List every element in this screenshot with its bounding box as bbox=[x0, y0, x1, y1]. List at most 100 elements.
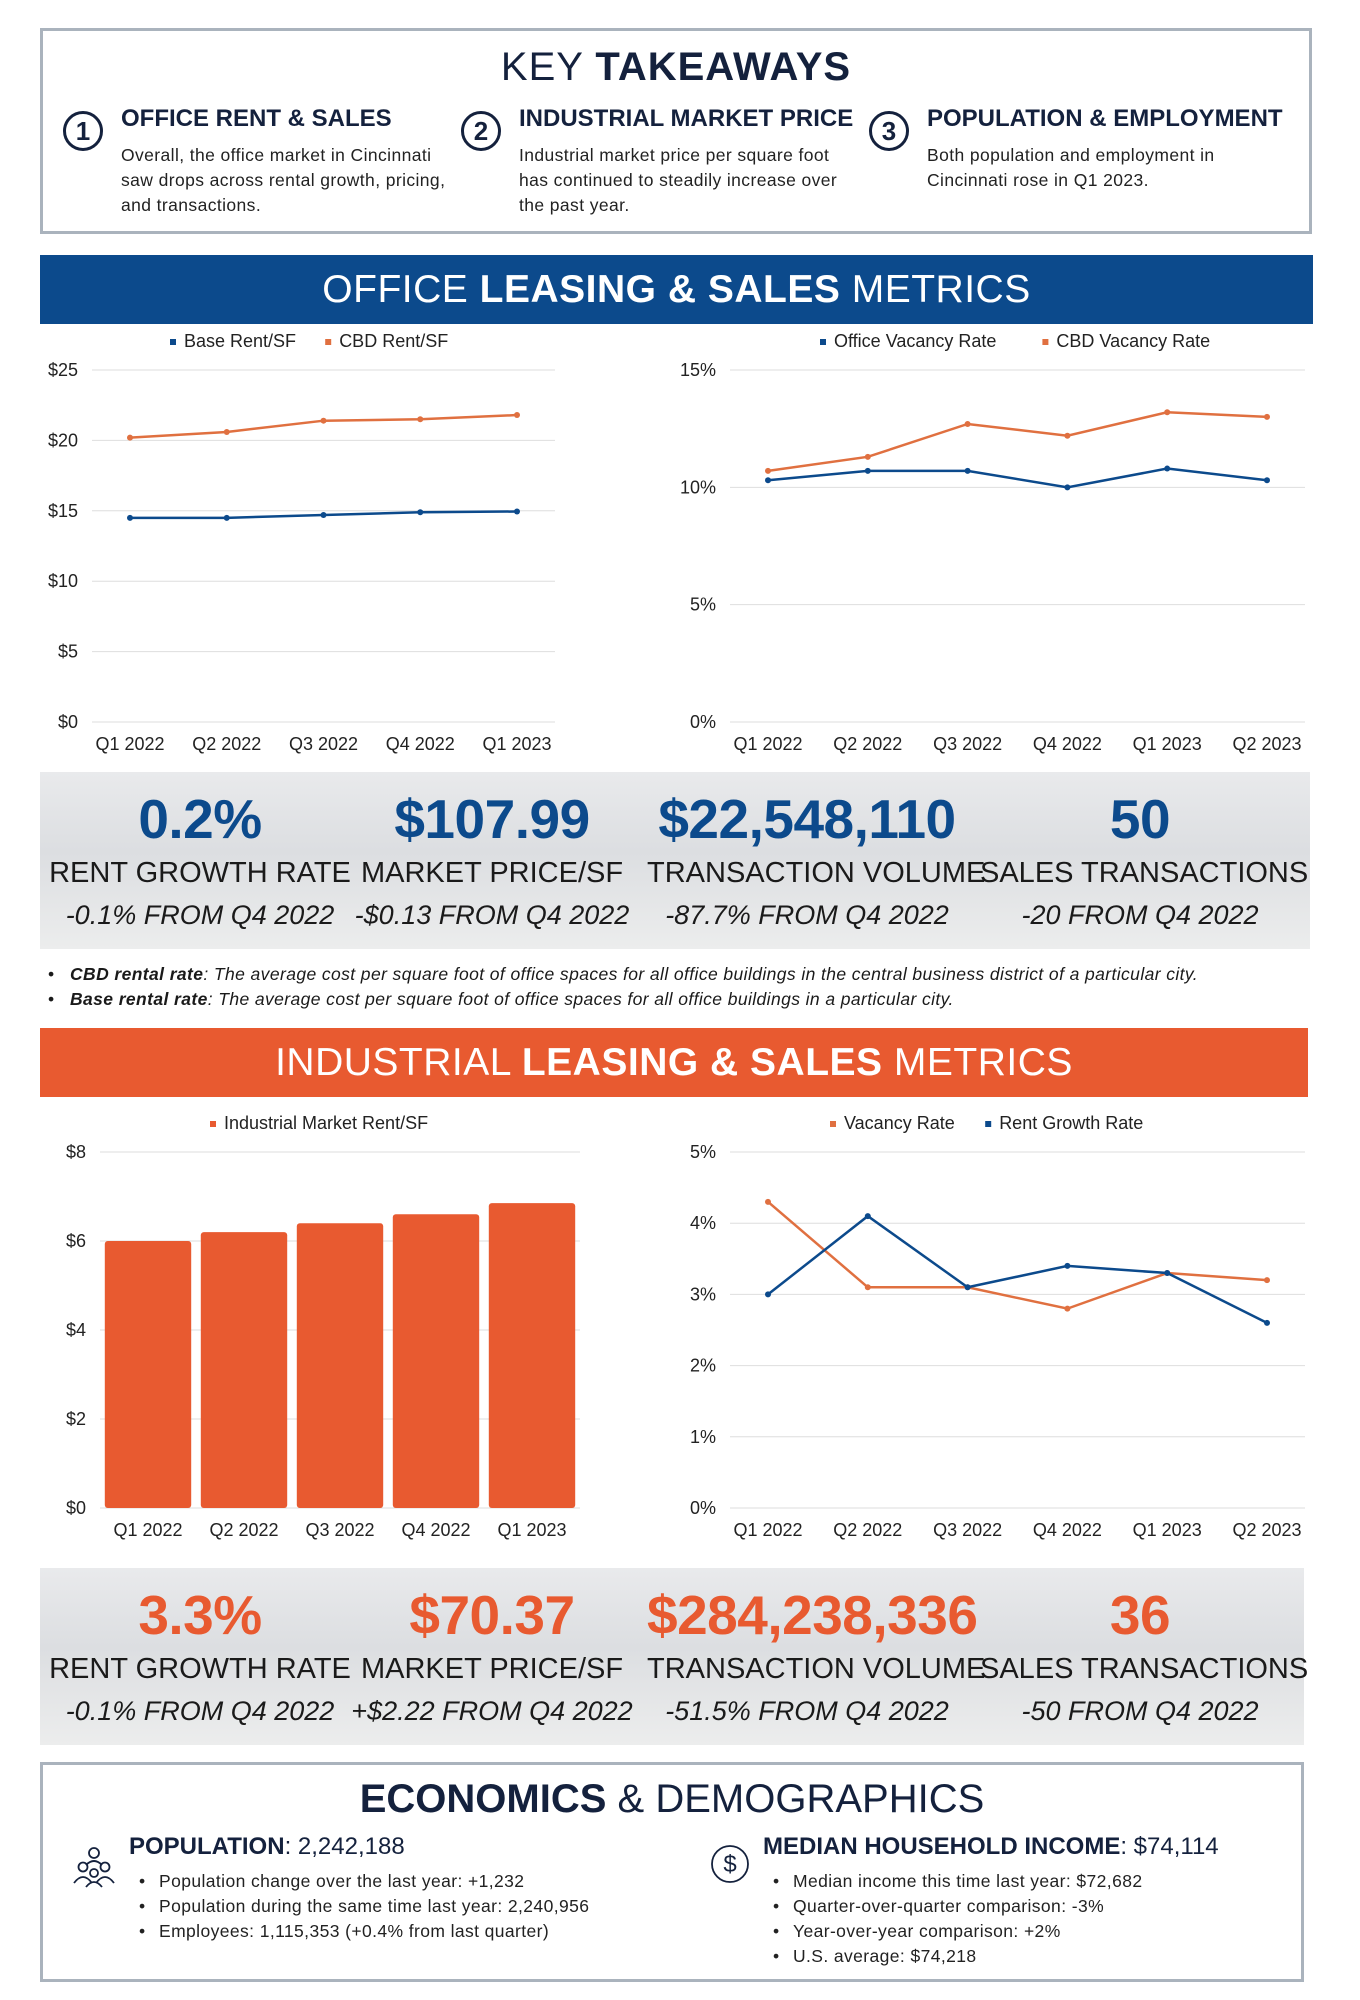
y-tick-label: $15 bbox=[48, 501, 78, 521]
x-tick-label: Q4 2022 bbox=[386, 734, 455, 754]
data-point bbox=[223, 428, 230, 435]
data-point bbox=[514, 508, 520, 515]
y-tick-label: 4% bbox=[690, 1213, 716, 1233]
stat-change: +$2.22 FROM Q4 2022 bbox=[351, 1696, 633, 1726]
industrial-stat-sales-transactions: 36 SALES TRANSACTIONS -50 FROM Q4 2022 bbox=[980, 1568, 1309, 1727]
list-item: Employees: 1,115,353 (+0.4% from last qu… bbox=[129, 1919, 589, 1944]
stat-label: RENT GROWTH RATE bbox=[49, 1653, 351, 1685]
data-point bbox=[320, 417, 327, 424]
stat-value: $284,238,336 bbox=[647, 1584, 978, 1646]
key-takeaways-title: KEY TAKEAWAYS bbox=[43, 45, 1309, 90]
x-tick-label: Q3 2022 bbox=[933, 734, 1002, 754]
population-heading: POPULATION: 2,242,188 bbox=[129, 1833, 589, 1861]
stat-label: SALES TRANSACTIONS bbox=[980, 857, 1309, 889]
stat-value: $70.37 bbox=[409, 1584, 575, 1646]
x-tick-label: Q1 2023 bbox=[1133, 734, 1202, 754]
legend-label: Rent Growth Rate bbox=[999, 1113, 1143, 1133]
x-tick-label: Q2 2022 bbox=[833, 734, 902, 754]
list-item: U.S. average: $74,218 bbox=[763, 1944, 1219, 1969]
data-point bbox=[864, 453, 871, 460]
legend-label: Base Rent/SF bbox=[184, 331, 296, 351]
data-point bbox=[223, 514, 230, 521]
data-point bbox=[1264, 1277, 1270, 1284]
x-tick-label: Q2 2022 bbox=[192, 734, 261, 754]
data-point bbox=[320, 512, 327, 519]
data-point bbox=[1164, 409, 1171, 416]
banner-bold: LEASING & SALES bbox=[521, 1041, 883, 1084]
title-light: & DEMOGRAPHICS bbox=[617, 1777, 985, 1821]
industrial-stats-band: 3.3% RENT GROWTH RATE -0.1% FROM Q4 2022… bbox=[40, 1568, 1309, 1745]
industrial-stat-rent-growth: 3.3% RENT GROWTH RATE -0.1% FROM Q4 2022 bbox=[40, 1568, 360, 1727]
y-tick-label: $20 bbox=[48, 430, 78, 450]
svg-text:$: $ bbox=[723, 1851, 736, 1878]
definition-base: Base rental rate: The average cost per s… bbox=[40, 987, 1320, 1012]
legend-label: Office Vacancy Rate bbox=[834, 331, 996, 351]
legend-swatch bbox=[210, 1121, 216, 1127]
series-line bbox=[767, 467, 1268, 489]
stat-change: -0.1% FROM Q4 2022 bbox=[65, 900, 335, 930]
number-2-icon: 2 bbox=[461, 111, 501, 151]
list-item: Quarter-over-quarter comparison: -3% bbox=[763, 1894, 1219, 1919]
banner-pre: OFFICE bbox=[322, 268, 469, 311]
y-tick-label: 0% bbox=[690, 712, 716, 732]
heading-value: : $74,114 bbox=[1120, 1833, 1219, 1860]
definition-text: : The average cost per square foot of of… bbox=[207, 989, 954, 1009]
y-tick-label: $25 bbox=[48, 360, 78, 380]
data-point bbox=[864, 1284, 871, 1291]
legend-swatch bbox=[1042, 339, 1049, 345]
data-point bbox=[1264, 413, 1270, 420]
y-tick-label: 5% bbox=[690, 595, 716, 615]
industrial-metrics-banner: INDUSTRIAL LEASING & SALES METRICS bbox=[40, 1028, 1308, 1097]
data-point bbox=[1064, 432, 1071, 439]
x-tick-label: Q1 2022 bbox=[733, 1520, 802, 1540]
data-point bbox=[127, 434, 133, 441]
banner-pre: INDUSTRIAL bbox=[275, 1041, 511, 1084]
bar bbox=[104, 1241, 192, 1508]
takeaway-text: Overall, the office market in Cincinnati… bbox=[121, 145, 446, 215]
industrial-stat-transaction-volume: $284,238,336 TRANSACTION VOLUME -51.5% F… bbox=[647, 1568, 985, 1727]
office-stat-rent-growth: 0.2% RENT GROWTH RATE -0.1% FROM Q4 2022 bbox=[40, 772, 360, 931]
series-line bbox=[767, 1200, 1268, 1310]
stat-label: SALES TRANSACTIONS bbox=[980, 1653, 1309, 1685]
stat-label: RENT GROWTH RATE bbox=[49, 857, 351, 889]
population-list: Population change over the last year: +1… bbox=[129, 1869, 589, 1944]
legend-label: CBD Vacancy Rate bbox=[1056, 331, 1210, 351]
stat-label: MARKET PRICE/SF bbox=[360, 857, 624, 889]
banner-post: METRICS bbox=[893, 1041, 1073, 1084]
x-tick-label: Q2 2023 bbox=[1232, 734, 1301, 754]
list-item: Population change over the last year: +1… bbox=[129, 1869, 589, 1894]
people-icon bbox=[73, 1847, 115, 1888]
bar bbox=[200, 1232, 288, 1508]
key-takeaways-panel: KEY TAKEAWAYS 1 OFFICE RENT & SALES Over… bbox=[40, 28, 1312, 234]
data-point bbox=[1264, 477, 1270, 484]
y-tick-label: $4 bbox=[66, 1320, 86, 1340]
income-column: MEDIAN HOUSEHOLD INCOME: $74,114 Median … bbox=[763, 1833, 1219, 1969]
stat-change: -20 FROM Q4 2022 bbox=[1021, 900, 1259, 930]
data-point bbox=[417, 509, 424, 516]
legend-swatch bbox=[325, 339, 332, 345]
list-item: Median income this time last year: $72,6… bbox=[763, 1869, 1219, 1894]
heading-bold: POPULATION bbox=[129, 1833, 285, 1860]
office-metrics-banner: OFFICE LEASING & SALES METRICS bbox=[40, 255, 1313, 324]
y-tick-label: $2 bbox=[66, 1409, 86, 1429]
legend-label: Vacancy Rate bbox=[844, 1113, 955, 1133]
x-tick-label: Q1 2023 bbox=[1133, 1520, 1202, 1540]
bar bbox=[296, 1223, 384, 1508]
x-tick-label: Q1 2023 bbox=[497, 1520, 566, 1540]
list-item: Year-over-year comparison: +2% bbox=[763, 1919, 1219, 1944]
bar bbox=[392, 1214, 480, 1508]
x-tick-label: Q3 2022 bbox=[933, 1520, 1002, 1540]
takeaway-heading: INDUSTRIAL MARKET PRICE bbox=[519, 105, 854, 132]
takeaway-text: Both population and employment in Cincin… bbox=[927, 145, 1215, 190]
economics-panel: ECONOMICS & DEMOGRAPHICS POPULATION: 2,2… bbox=[40, 1762, 1304, 1982]
x-tick-label: Q1 2022 bbox=[95, 734, 164, 754]
data-point bbox=[1064, 484, 1071, 491]
office-stats-band: 0.2% RENT GROWTH RATE -0.1% FROM Q4 2022… bbox=[40, 772, 1310, 949]
legend-label: Industrial Market Rent/SF bbox=[224, 1113, 428, 1133]
y-tick-label: 1% bbox=[690, 1427, 716, 1447]
y-tick-label: 5% bbox=[690, 1142, 716, 1162]
stat-value: $107.99 bbox=[394, 788, 590, 850]
economics-title: ECONOMICS & DEMOGRAPHICS bbox=[43, 1777, 1301, 1822]
y-tick-label: $0 bbox=[66, 1498, 86, 1518]
banner-post: METRICS bbox=[851, 268, 1031, 311]
